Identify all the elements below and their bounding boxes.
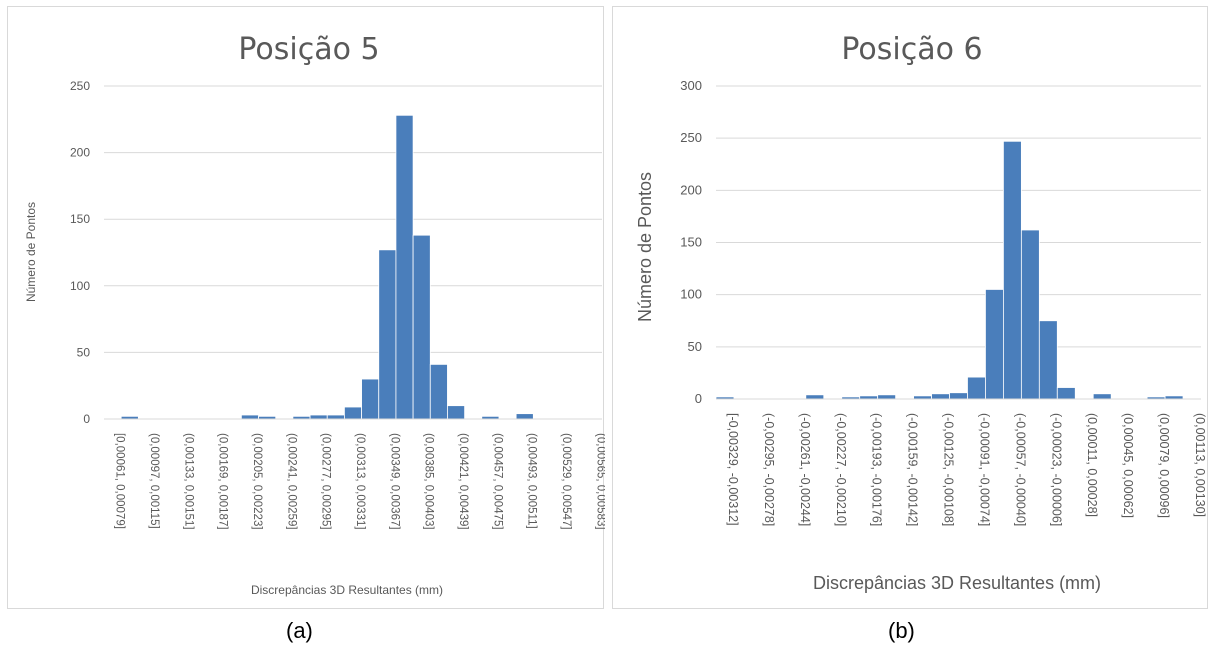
x-tick-label: (0,00097, 0,00115] [148,433,160,529]
figure-caption-b: (b) [888,618,915,643]
x-tick-label: (0,00313, 0,00331] [354,433,366,530]
x-tick-label: (-0,00125, -0,00108] [942,413,956,526]
figure-caption-a: (a) [286,618,313,643]
histogram-bar [326,414,345,420]
chart-panel-posicao-5: Posição 5 0 50 100 150 200 250 [0,00061, 0,0007… [7,6,605,609]
x-tick-label: (-0,00261, -0,00244] [798,413,812,526]
x-tick-label: (0,00421, 0,00439] [457,433,469,530]
x-tick-label: [-0,00329, -0,00312] [726,413,740,526]
histogram-bar [949,392,968,400]
histogram-bar [429,363,448,420]
x-tick-label: (0,00277, 0,00295] [320,433,332,530]
y-tick-label: 50 [77,345,91,359]
histogram-bar [378,249,397,420]
x-axis-label: Discrepâncias 3D Resultantes (mm) [813,573,1101,593]
x-tick-label: (0,00205, 0,00223] [251,433,263,530]
histogram-bar [805,394,825,400]
histogram-bar [412,234,431,420]
y-tick-label: 150 [680,235,702,250]
y-tick-label: 150 [70,212,90,226]
y-tick-label: 200 [70,146,90,160]
x-tick-label: (0,00349, 0,00367] [388,433,400,530]
x-tick-label: (0,00045, 0,00062] [1121,413,1135,518]
histogram-bar [967,376,986,400]
x-tick-label: (0,00493, 0,00511] [526,433,538,529]
chart-svg-posicao-5: Posição 5 0 50 100 150 200 250 [0,00061, 0,0007… [24,32,605,597]
y-axis-label: Número de Pontos [24,202,38,302]
histogram-bar [985,289,1004,400]
histogram-bar [309,414,328,420]
x-tick-label: (0,00565, 0,00583] [594,433,605,530]
histogram-bar [1092,393,1112,400]
x-tick-label: (-0,00091, -0,00074] [977,413,991,526]
y-tick-label: 200 [680,182,702,197]
x-tick-label: (0,00169, 0,00187] [217,433,229,530]
x-tick-label: (-0,00023, -0,00006] [1049,413,1063,526]
y-tick-label: 100 [680,287,702,302]
x-tick-label: (0,00011, 0,00028] [1085,413,1099,517]
x-tick-label: (-0,00295, -0,00278] [762,413,776,526]
histogram-bar [877,394,897,400]
histogram-bar [447,405,466,420]
x-tick-label: (0,00133, 0,00151] [182,433,194,530]
chart-title: Posição 5 [238,32,379,67]
x-tick-label: (0,00241, 0,00259] [285,433,297,530]
histogram-bar [931,393,950,400]
histogram-bar [1038,320,1058,400]
x-tick-label: (0,00457, 0,00475] [491,433,503,530]
y-tick-label: 100 [70,279,90,293]
chart-title: Posição 6 [841,32,982,67]
histogram-bar [1020,229,1040,400]
x-tick-label: (-0,00159, -0,00142] [906,413,920,526]
y-tick-label: 250 [680,130,702,145]
histogram-bar [395,114,414,420]
y-tick-label: 300 [680,78,702,93]
y-axis-label: Número de Pontos [635,172,655,322]
y-tick-label: 0 [83,412,90,426]
histogram-bar [515,413,534,420]
histogram-bar [240,414,259,420]
x-tick-label: [0,00061, 0,00079] [114,433,126,529]
y-tick-label: 250 [70,79,90,93]
chart-panel-posicao-6: Posição 6 0 50 100 150 200 250 300 [-0,00329, -0… [612,6,1208,609]
chart-svg-posicao-6: Posição 6 0 50 100 150 200 250 300 [-0,00329, -0… [635,32,1207,593]
y-tick-label: 0 [695,391,702,406]
histogram-bar [361,378,380,420]
x-tick-label: (-0,00193, -0,00176] [870,413,884,526]
histogram-bar [1003,140,1022,400]
x-tick-label: (0,00113, 0,00130] [1193,413,1207,517]
x-tick-label: (0,00385, 0,00403] [423,433,435,530]
x-tick-label: (0,00529, 0,00547] [560,433,572,530]
histogram-bar [1056,387,1076,400]
x-axis-label: Discrepâncias 3D Resultantes (mm) [251,583,443,597]
y-tick-label: 50 [688,339,702,354]
x-tick-label: (-0,00057, -0,00040] [1013,413,1027,526]
x-tick-label: (-0,00227, -0,00210] [834,413,848,526]
x-tick-label: (0,00079, 0,00096] [1157,413,1171,518]
histogram-bar [344,406,362,420]
